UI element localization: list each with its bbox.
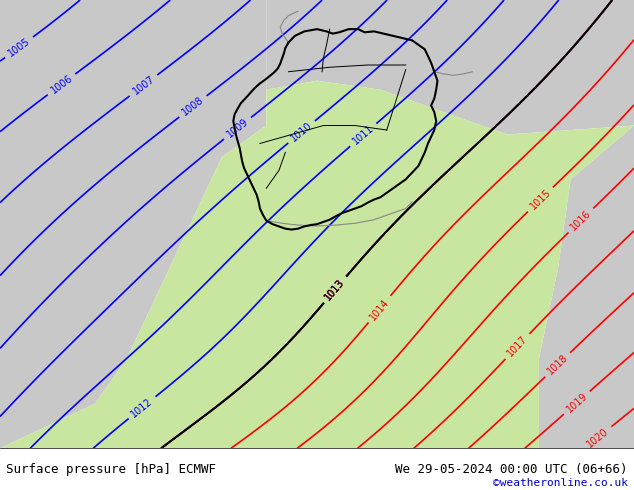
Text: 1013: 1013 bbox=[323, 277, 347, 302]
Text: 1008: 1008 bbox=[180, 95, 205, 118]
Text: 1006: 1006 bbox=[49, 73, 74, 96]
Text: 1011: 1011 bbox=[351, 123, 376, 147]
Text: 1015: 1015 bbox=[528, 187, 553, 212]
Text: 1013: 1013 bbox=[323, 277, 347, 302]
Text: 1009: 1009 bbox=[225, 117, 250, 140]
Text: 1005: 1005 bbox=[6, 36, 32, 59]
Text: ©weatheronline.co.uk: ©weatheronline.co.uk bbox=[493, 478, 628, 488]
Text: 1017: 1017 bbox=[505, 334, 529, 359]
Polygon shape bbox=[266, 0, 634, 135]
Text: Surface pressure [hPa] ECMWF: Surface pressure [hPa] ECMWF bbox=[6, 463, 216, 476]
Text: 1013: 1013 bbox=[323, 277, 347, 302]
Text: 1007: 1007 bbox=[131, 74, 157, 97]
Text: 1019: 1019 bbox=[564, 391, 589, 415]
Text: 1010: 1010 bbox=[289, 120, 314, 144]
Text: 1014: 1014 bbox=[368, 296, 391, 322]
Text: 1012: 1012 bbox=[129, 396, 155, 419]
Polygon shape bbox=[0, 81, 634, 448]
Text: We 29-05-2024 00:00 UTC (06+66): We 29-05-2024 00:00 UTC (06+66) bbox=[395, 463, 628, 476]
Polygon shape bbox=[539, 125, 634, 448]
Text: 1016: 1016 bbox=[569, 208, 593, 233]
Text: 1020: 1020 bbox=[585, 426, 611, 449]
Text: 1018: 1018 bbox=[545, 353, 570, 377]
Polygon shape bbox=[0, 0, 266, 448]
